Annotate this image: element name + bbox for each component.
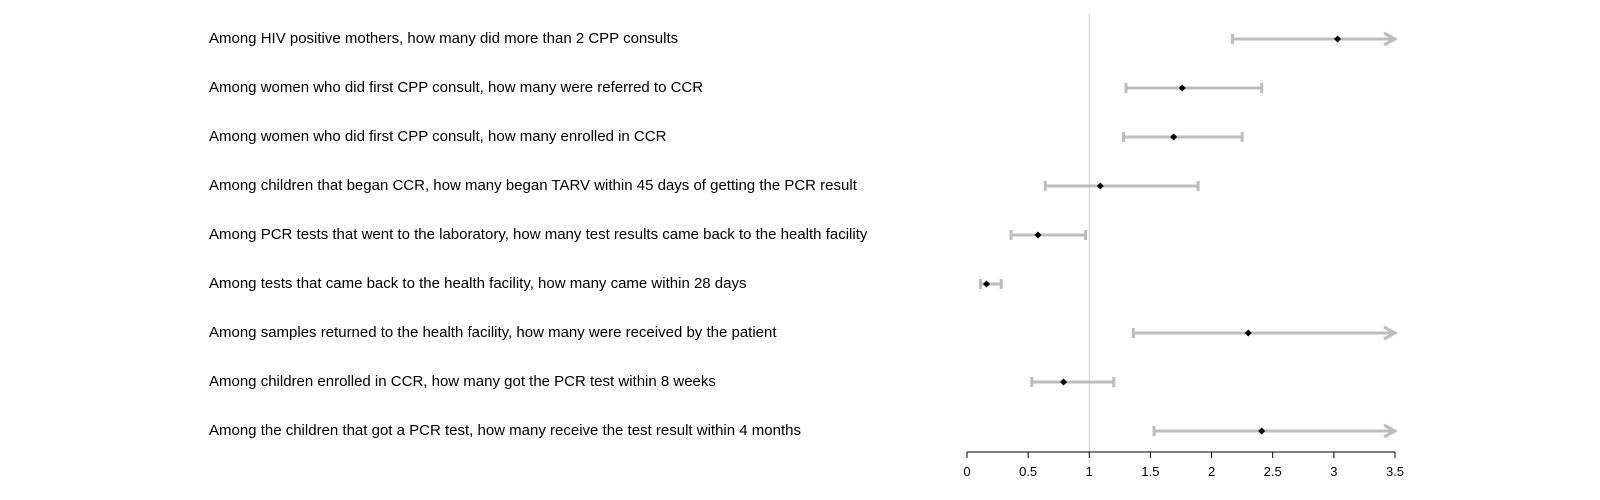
forest-row: Among tests that came back to the health… xyxy=(209,275,1003,292)
row-label: Among children enrolled in CCR, how many… xyxy=(209,373,716,390)
point-estimate xyxy=(1096,182,1104,190)
row-label: Among PCR tests that went to the laborat… xyxy=(209,226,868,243)
ci-upper-arrow xyxy=(1383,423,1399,439)
row-label: Among children that began CCR, how many … xyxy=(209,177,858,194)
row-label: Among samples returned to the health fac… xyxy=(209,324,777,341)
x-tick-label: 1 xyxy=(1086,464,1093,479)
forest-row: Among women who did first CPP consult, h… xyxy=(209,128,1244,145)
forest-row: Among children enrolled in CCR, how many… xyxy=(209,373,1116,390)
x-tick-label: 0 xyxy=(963,464,970,479)
x-axis: 0 0.5 1 1.5 2 2.5 3 3.5 xyxy=(963,451,1404,479)
forest-row: Among samples returned to the health fac… xyxy=(209,324,1399,341)
forest-row: Among PCR tests that went to the laborat… xyxy=(209,226,1088,243)
point-estimate xyxy=(1258,427,1266,435)
x-tick-label: 3 xyxy=(1330,464,1337,479)
forest-row: Among women who did first CPP consult, h… xyxy=(209,79,1264,96)
ci-upper-arrow xyxy=(1383,31,1399,47)
point-estimate xyxy=(1334,35,1342,43)
x-tick-label: 0.5 xyxy=(1019,464,1037,479)
row-label: Among the children that got a PCR test, … xyxy=(209,422,801,439)
x-tick-label: 3.5 xyxy=(1386,464,1404,479)
row-label: Among tests that came back to the health… xyxy=(209,275,747,292)
x-tick-label: 2 xyxy=(1208,464,1215,479)
point-estimate xyxy=(1244,329,1252,337)
forest-row: Among children that began CCR, how many … xyxy=(209,177,1200,194)
rows-layer: Among HIV positive mothers, how many did… xyxy=(209,30,1399,439)
x-tick-label: 2.5 xyxy=(1264,464,1282,479)
point-estimate xyxy=(1034,231,1042,239)
row-label: Among women who did first CPP consult, h… xyxy=(209,128,667,145)
forest-row: Among HIV positive mothers, how many did… xyxy=(209,30,1399,47)
point-estimate xyxy=(1178,84,1186,92)
row-label: Among women who did first CPP consult, h… xyxy=(209,79,703,96)
x-tick-label: 1.5 xyxy=(1141,464,1159,479)
row-label: Among HIV positive mothers, how many did… xyxy=(209,30,678,47)
point-estimate xyxy=(983,280,991,288)
point-estimate xyxy=(1170,133,1178,141)
forest-row: Among the children that got a PCR test, … xyxy=(209,422,1399,439)
ci-upper-arrow xyxy=(1383,325,1399,341)
point-estimate xyxy=(1060,378,1068,386)
